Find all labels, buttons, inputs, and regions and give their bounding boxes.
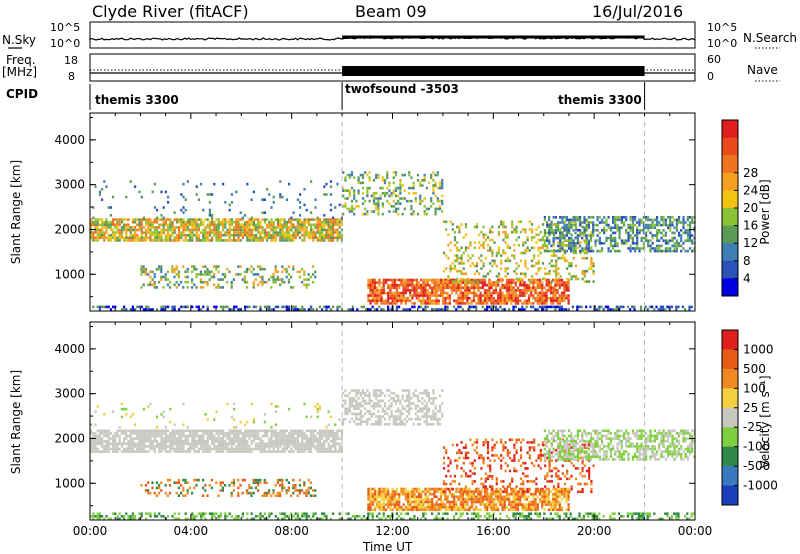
- velocity-colorbar-swatch: [722, 407, 738, 428]
- velocity-colorbar-tick-5: -100: [743, 440, 770, 454]
- x-tick-label-2: 08:00: [274, 524, 309, 538]
- freq-label: Freq.: [6, 53, 36, 67]
- cpid-segment-0: themis 3300: [95, 93, 179, 107]
- beam-title: Beam 09: [355, 2, 427, 21]
- freq-tick-bottom: 8: [68, 70, 75, 83]
- power-colorbar-tick-5: 24: [743, 183, 758, 197]
- velocity-y-tick-label-0: 1000: [54, 476, 85, 490]
- power-colorbar-tick-4: 20: [743, 201, 758, 215]
- x-tick-label-6: 00:00: [678, 524, 713, 538]
- nsky-tick-top: 10^5: [50, 21, 81, 34]
- nave-label: Nave: [747, 63, 778, 77]
- x-tick-label-3: 12:00: [375, 524, 410, 538]
- velocity-colorbar-swatch: [722, 388, 738, 409]
- power-colorbar-swatch: [722, 208, 738, 227]
- power-colorbar-swatch: [722, 243, 738, 262]
- nsky-label: N.Sky: [2, 33, 37, 47]
- nsky-panel-frame: [89, 21, 696, 49]
- date-title: 16/Jul/2016: [592, 2, 684, 21]
- velocity-colorbar-swatch: [722, 466, 738, 487]
- power-colorbar-swatch: [722, 155, 738, 174]
- velocity-colorbar-tick-1: 500: [743, 362, 766, 376]
- cpid-label: CPID: [6, 87, 39, 101]
- velocity-colorbar-tick-2: 100: [743, 381, 766, 395]
- power-colorbar-tick-2: 12: [743, 236, 758, 250]
- station-title: Clyde River (fitACF): [92, 2, 249, 21]
- power-colorbar-swatch: [722, 120, 738, 139]
- x-tick-label-4: 16:00: [476, 524, 511, 538]
- x-tick-label-0: 00:00: [73, 524, 108, 538]
- velocity-y-tick-label-1: 2000: [54, 431, 85, 445]
- freq-tick-top: 18: [64, 54, 78, 67]
- power-colorbar-tick-3: 16: [743, 219, 758, 233]
- power-colorbar-swatch: [722, 278, 738, 297]
- power-colorbar-swatch: [722, 190, 738, 209]
- x-axis-label: Time UT: [363, 540, 413, 554]
- power-y-tick-label-2: 3000: [54, 178, 85, 192]
- power-colorbar-tick-6: 28: [743, 166, 758, 180]
- power-colorbar-swatch: [722, 137, 738, 156]
- nsky-series-line: [89, 36, 696, 41]
- power-colorbar-tick-1: 8: [743, 254, 751, 268]
- power-colorbar-swatch: [722, 260, 738, 279]
- velocity-colorbar-swatch: [722, 446, 738, 467]
- x-tick-label-1: 04:00: [174, 524, 209, 538]
- power-y-tick-label-1: 2000: [54, 222, 85, 236]
- cpid-segment-2: themis 3300: [558, 93, 642, 107]
- velocity-echo-field: [90, 389, 696, 521]
- velocity-colorbar-swatch: [722, 427, 738, 448]
- freq-unit: [MHz]: [2, 65, 38, 79]
- power-y-tick-label-0: 1000: [54, 267, 85, 281]
- velocity-colorbar-swatch: [722, 349, 738, 370]
- power-colorbar-swatch: [722, 172, 738, 191]
- velocity-colorbar-tick-7: -1000: [743, 479, 778, 493]
- velocity-colorbar-swatch: [722, 330, 738, 350]
- velocity-colorbar-tick-6: -500: [743, 459, 770, 473]
- nave-tick-bottom: 0: [707, 70, 714, 83]
- velocity-colorbar-swatch: [722, 368, 738, 389]
- velocity-y-tick-label-2: 3000: [54, 387, 85, 401]
- velocity-colorbar-tick-4: -25: [743, 420, 763, 434]
- nsearch-tick-bottom: 10^0: [707, 37, 738, 50]
- power-colorbar-tick-0: 4: [743, 271, 751, 285]
- velocity-colorbar-tick-0: 1000: [743, 342, 774, 356]
- velocity-y-tick-label-3: 4000: [54, 342, 85, 356]
- power-y-tick-label-3: 4000: [54, 133, 85, 147]
- nsearch-tick-top: 10^5: [707, 21, 738, 34]
- x-tick-label-5: 20:00: [577, 524, 612, 538]
- nsky-tick-bottom: 10^0: [50, 37, 81, 50]
- cpid-segment-1: twofsound -3503: [345, 82, 459, 96]
- freq-dense-segment: [342, 66, 645, 76]
- nave-tick-top: 60: [707, 53, 721, 66]
- nsearch-label: N.Search: [743, 31, 798, 45]
- velocity-colorbar-tick-3: 25: [743, 401, 758, 415]
- power-colorbar-swatch: [722, 225, 738, 244]
- velocity-colorbar-frame: [721, 329, 739, 506]
- power-echo-field: [90, 171, 696, 311]
- velocity-colorbar-swatch: [722, 485, 738, 506]
- freq-panel-frame: [89, 53, 696, 82]
